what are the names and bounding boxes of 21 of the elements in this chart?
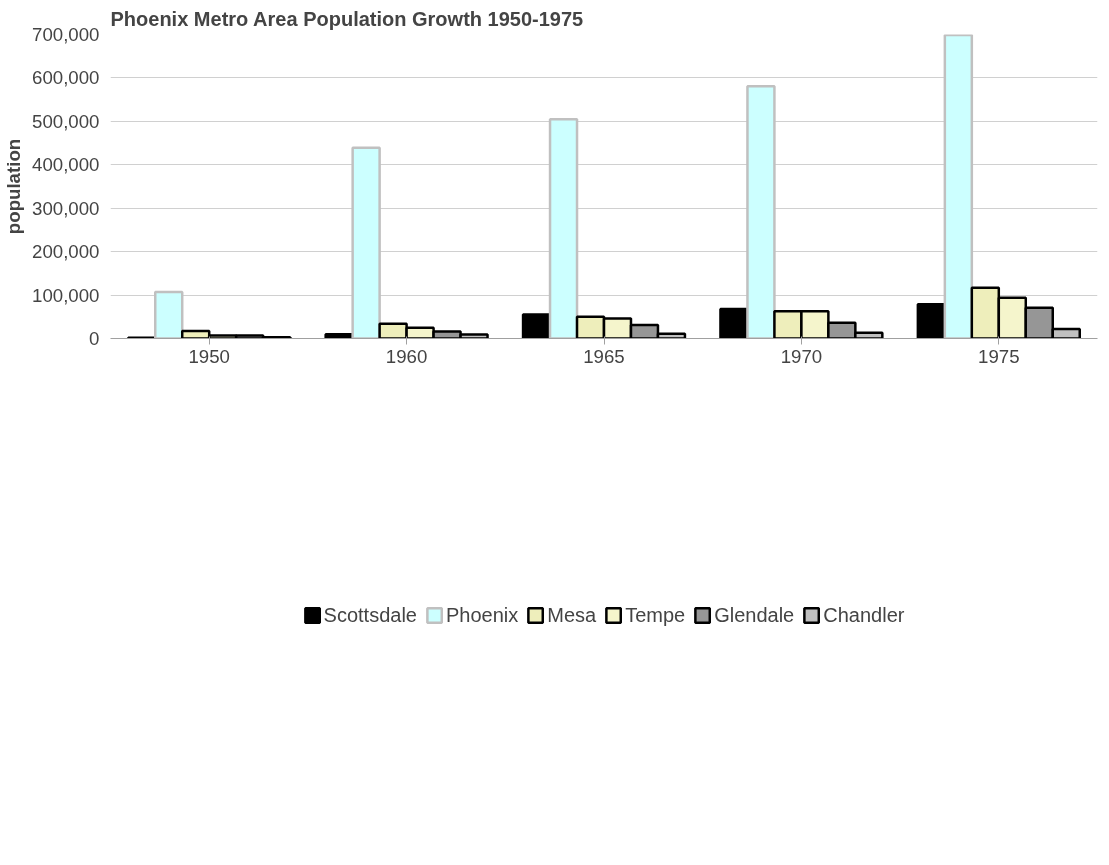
legend-label: Phoenix [445,603,519,627]
y-tick-label: 200,000 [32,241,100,263]
y-tick-label: 300,000 [32,197,100,219]
x-tick-label: 1965 [583,345,625,367]
y-tick-label: 600,000 [32,67,100,89]
legend-label: Chandler [823,603,905,627]
y-tick-label: 0 [89,328,100,349]
legend-label: Scottsdale [323,603,417,627]
legend-label: Tempe [625,603,686,627]
y-tick-label: 500,000 [32,110,100,132]
y-tick-label: 700,000 [32,24,100,45]
legend-label: Glendale [714,603,795,627]
y-tick-label: 400,000 [32,154,100,176]
x-tick-label: 1950 [188,345,230,367]
x-tick-label: 1975 [978,345,1020,367]
y-tick-label: 100,000 [32,284,100,306]
x-tick-label: 1960 [385,345,428,367]
x-tick-label: 1970 [780,345,823,367]
legend-label: Mesa [547,603,597,627]
chart-title: Phoenix Metro Area Population Growth 1950-1975 [110,7,584,30]
y-axis-title: population [3,138,25,235]
